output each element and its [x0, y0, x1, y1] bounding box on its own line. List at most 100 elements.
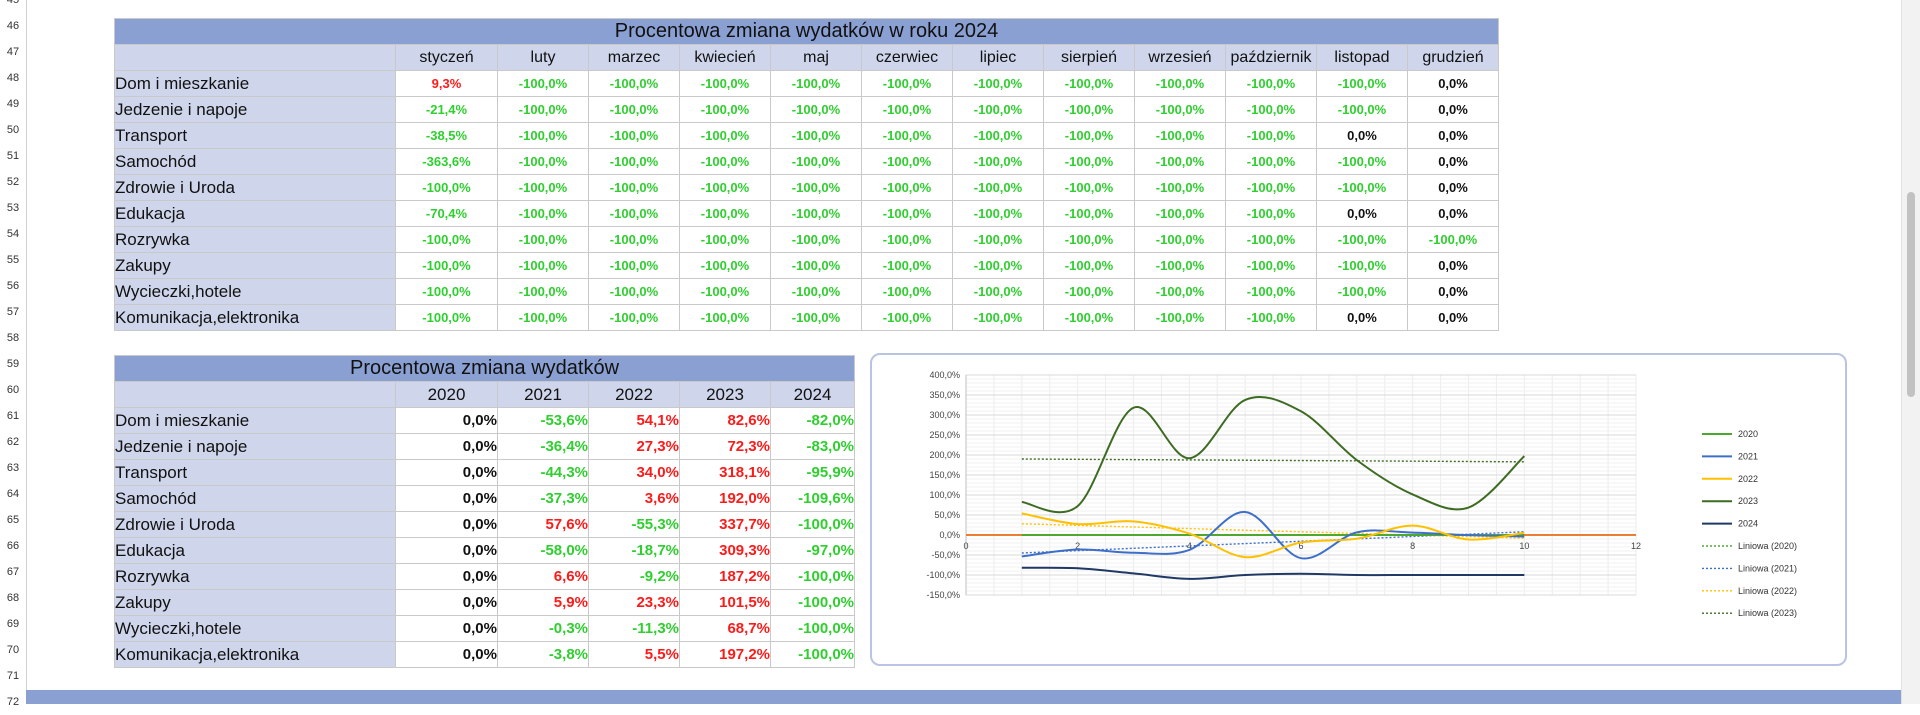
row-number[interactable]: 55 [6, 254, 20, 266]
value-cell[interactable]: 5,5% [588, 641, 680, 668]
value-cell[interactable]: -100,0% [769, 563, 856, 590]
value-cell[interactable]: -100,0% [588, 70, 680, 97]
value-cell[interactable]: -100,0% [588, 200, 680, 227]
category-label[interactable]: Wycieczki,hotele [114, 615, 396, 642]
value-cell[interactable]: -100,0% [1134, 122, 1226, 149]
value-cell[interactable]: -100,0% [679, 174, 771, 201]
value-cell[interactable]: -100,0% [1134, 200, 1226, 227]
category-label[interactable]: Dom i mieszkanie [114, 407, 396, 434]
value-cell[interactable]: -100,0% [588, 304, 680, 331]
value-cell[interactable]: -11,3% [588, 615, 680, 642]
value-cell[interactable]: 337,7% [679, 511, 771, 538]
value-cell[interactable]: -100,0% [769, 511, 856, 538]
value-cell[interactable]: -100,0% [395, 304, 498, 331]
value-cell[interactable]: -100,0% [861, 278, 953, 305]
month-header[interactable]: wrzesień [1134, 44, 1226, 71]
value-cell[interactable]: -100,0% [1316, 174, 1408, 201]
value-cell[interactable]: -100,0% [588, 174, 680, 201]
value-cell[interactable]: -100,0% [679, 96, 771, 123]
value-cell[interactable]: -100,0% [679, 252, 771, 279]
value-cell[interactable]: -100,0% [770, 174, 862, 201]
value-cell[interactable]: 0,0% [395, 563, 498, 590]
month-header[interactable]: kwiecień [679, 44, 771, 71]
value-cell[interactable]: 3,6% [588, 485, 680, 512]
value-cell[interactable]: 5,9% [497, 589, 589, 616]
row-number[interactable]: 59 [6, 358, 20, 370]
value-cell[interactable]: -100,0% [1134, 174, 1226, 201]
row-number[interactable]: 46 [6, 20, 20, 32]
value-cell[interactable]: -9,2% [588, 563, 680, 590]
value-cell[interactable]: -100,0% [679, 278, 771, 305]
value-cell[interactable]: -363,6% [395, 148, 498, 175]
value-cell[interactable]: -100,0% [395, 174, 498, 201]
value-cell[interactable]: -100,0% [497, 148, 589, 175]
value-cell[interactable]: -100,0% [497, 226, 589, 253]
month-header[interactable]: sierpień [1043, 44, 1135, 71]
category-label[interactable]: Komunikacja,elektronika [114, 304, 396, 331]
value-cell[interactable]: -82,0% [769, 407, 856, 434]
year-header[interactable]: 2024 [769, 381, 856, 408]
value-cell[interactable]: -100,0% [1043, 174, 1135, 201]
value-cell[interactable]: -100,0% [497, 304, 589, 331]
category-label[interactable]: Komunikacja,elektronika [114, 641, 396, 668]
value-cell[interactable]: -100,0% [770, 70, 862, 97]
value-cell[interactable]: -109,6% [769, 485, 856, 512]
value-cell[interactable]: -100,0% [1043, 226, 1135, 253]
row-number[interactable]: 52 [6, 176, 20, 188]
year-header[interactable]: 2022 [588, 381, 680, 408]
expense-change-chart[interactable]: 400,0% 350,0% 300,0% 250,0% 200,0% 150,0% 100,… [870, 353, 1847, 666]
value-cell[interactable]: -53,6% [497, 407, 589, 434]
value-cell[interactable]: -100,0% [770, 278, 862, 305]
value-cell[interactable]: -100,0% [497, 122, 589, 149]
category-label[interactable]: Dom i mieszkanie [114, 70, 396, 97]
value-cell[interactable]: 0,0% [1406, 70, 1500, 97]
value-cell[interactable]: -100,0% [952, 304, 1044, 331]
value-cell[interactable]: 0,0% [395, 537, 498, 564]
value-cell[interactable]: 9,3% [395, 70, 498, 97]
value-cell[interactable]: 27,3% [588, 433, 680, 460]
value-cell[interactable]: -100,0% [1043, 96, 1135, 123]
month-header[interactable]: listopad [1316, 44, 1408, 71]
value-cell[interactable]: -95,9% [769, 459, 856, 486]
value-cell[interactable]: -100,0% [861, 174, 953, 201]
category-label[interactable]: Edukacja [114, 200, 396, 227]
value-cell[interactable]: -3,8% [497, 641, 589, 668]
row-number[interactable]: 72 [6, 696, 20, 708]
row-number[interactable]: 53 [6, 202, 20, 214]
value-cell[interactable]: -100,0% [861, 148, 953, 175]
value-cell[interactable]: -100,0% [1134, 226, 1226, 253]
value-cell[interactable]: 23,3% [588, 589, 680, 616]
value-cell[interactable]: -100,0% [395, 278, 498, 305]
value-cell[interactable]: -100,0% [1134, 278, 1226, 305]
value-cell[interactable]: -100,0% [1134, 252, 1226, 279]
month-header[interactable]: czerwiec [861, 44, 953, 71]
value-cell[interactable]: -100,0% [861, 70, 953, 97]
value-cell[interactable]: -100,0% [497, 174, 589, 201]
value-cell[interactable]: 0,0% [1316, 200, 1408, 227]
value-cell[interactable]: -37,3% [497, 485, 589, 512]
category-label[interactable]: Jedzenie i napoje [114, 433, 396, 460]
value-cell[interactable]: -100,0% [1225, 278, 1317, 305]
value-cell[interactable]: -100,0% [1225, 304, 1317, 331]
value-cell[interactable]: -38,5% [395, 122, 498, 149]
value-cell[interactable]: 0,0% [395, 485, 498, 512]
value-cell[interactable]: -100,0% [770, 96, 862, 123]
corner-cell[interactable] [114, 44, 396, 71]
category-label[interactable]: Zdrowie i Uroda [114, 174, 396, 201]
row-number[interactable]: 57 [6, 306, 20, 318]
category-label[interactable]: Samochód [114, 148, 396, 175]
value-cell[interactable]: -100,0% [1316, 252, 1408, 279]
category-label[interactable]: Zakupy [114, 589, 396, 616]
value-cell[interactable]: -100,0% [952, 96, 1044, 123]
row-number[interactable]: 58 [6, 332, 20, 344]
value-cell[interactable]: 0,0% [1406, 200, 1500, 227]
value-cell[interactable]: -100,0% [497, 200, 589, 227]
value-cell[interactable]: -97,0% [769, 537, 856, 564]
value-cell[interactable]: -100,0% [1316, 96, 1408, 123]
value-cell[interactable]: 57,6% [497, 511, 589, 538]
value-cell[interactable]: -100,0% [679, 304, 771, 331]
row-number[interactable]: 51 [6, 150, 20, 162]
value-cell[interactable]: 0,0% [395, 641, 498, 668]
value-cell[interactable]: -100,0% [861, 252, 953, 279]
value-cell[interactable]: 0,0% [395, 615, 498, 642]
